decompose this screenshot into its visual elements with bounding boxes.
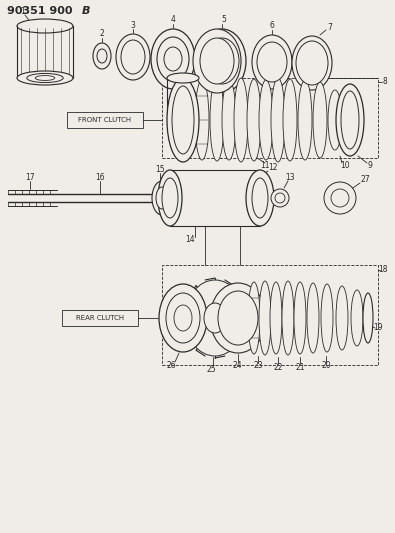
Text: 8: 8: [383, 77, 387, 86]
Text: 17: 17: [25, 174, 35, 182]
Ellipse shape: [259, 281, 271, 355]
Ellipse shape: [283, 79, 297, 161]
Ellipse shape: [27, 74, 63, 83]
Text: 11: 11: [260, 161, 270, 171]
Ellipse shape: [162, 178, 178, 218]
Ellipse shape: [257, 42, 287, 82]
Text: 20: 20: [321, 361, 331, 370]
Text: REAR CLUTCH: REAR CLUTCH: [76, 315, 124, 321]
Ellipse shape: [331, 189, 349, 207]
Ellipse shape: [35, 76, 55, 80]
Ellipse shape: [200, 38, 234, 84]
Ellipse shape: [158, 170, 182, 226]
Ellipse shape: [198, 29, 246, 93]
Text: B: B: [82, 6, 90, 16]
Text: 22: 22: [273, 362, 283, 372]
Ellipse shape: [246, 170, 274, 226]
Ellipse shape: [252, 178, 268, 218]
Ellipse shape: [259, 80, 273, 160]
Ellipse shape: [166, 293, 200, 343]
Ellipse shape: [204, 303, 226, 333]
Text: 23: 23: [253, 361, 263, 370]
Ellipse shape: [195, 80, 209, 160]
Ellipse shape: [17, 71, 73, 85]
Text: 18: 18: [378, 265, 388, 274]
Ellipse shape: [222, 80, 236, 160]
Ellipse shape: [210, 283, 266, 353]
Text: 19: 19: [373, 324, 383, 333]
Ellipse shape: [307, 283, 319, 353]
Text: 21: 21: [295, 362, 305, 372]
Ellipse shape: [336, 286, 348, 350]
Ellipse shape: [185, 280, 245, 356]
Ellipse shape: [341, 91, 359, 149]
Ellipse shape: [172, 86, 194, 154]
Ellipse shape: [351, 290, 363, 346]
Ellipse shape: [313, 82, 327, 158]
Ellipse shape: [234, 78, 248, 162]
Text: 13: 13: [285, 174, 295, 182]
Ellipse shape: [156, 187, 168, 209]
Ellipse shape: [205, 38, 239, 84]
Text: FRONT CLUTCH: FRONT CLUTCH: [79, 117, 132, 123]
Ellipse shape: [174, 305, 192, 331]
Bar: [162, 78, 378, 158]
Text: 12: 12: [268, 164, 278, 173]
Ellipse shape: [97, 49, 107, 63]
Ellipse shape: [271, 78, 285, 162]
Text: 16: 16: [95, 174, 105, 182]
Text: 6: 6: [269, 21, 275, 30]
Ellipse shape: [294, 282, 306, 354]
Bar: [162, 265, 378, 365]
Text: 5: 5: [222, 15, 226, 25]
Text: 14: 14: [185, 236, 195, 245]
Text: 25: 25: [206, 365, 216, 374]
Ellipse shape: [328, 90, 342, 150]
Text: 10: 10: [340, 161, 350, 171]
Ellipse shape: [271, 189, 289, 207]
Ellipse shape: [93, 43, 111, 69]
Ellipse shape: [324, 182, 356, 214]
Ellipse shape: [321, 284, 333, 352]
Text: 90351 900: 90351 900: [7, 6, 76, 16]
Text: 9: 9: [368, 161, 372, 171]
Ellipse shape: [275, 193, 285, 203]
Ellipse shape: [248, 282, 260, 354]
Ellipse shape: [164, 47, 182, 71]
Text: 4: 4: [171, 15, 175, 25]
Ellipse shape: [298, 80, 312, 160]
Ellipse shape: [292, 36, 332, 90]
Ellipse shape: [247, 79, 261, 161]
Ellipse shape: [121, 40, 145, 74]
Bar: [62, 310, 138, 326]
Text: 26: 26: [166, 360, 176, 369]
Ellipse shape: [152, 181, 172, 215]
Ellipse shape: [193, 29, 241, 93]
Ellipse shape: [296, 41, 328, 85]
Text: 7: 7: [327, 22, 333, 31]
Ellipse shape: [252, 35, 292, 89]
Ellipse shape: [167, 73, 199, 83]
Ellipse shape: [210, 79, 224, 161]
Ellipse shape: [282, 281, 294, 355]
Text: 24: 24: [232, 360, 242, 369]
Ellipse shape: [151, 29, 195, 89]
Ellipse shape: [336, 84, 364, 156]
Text: 27: 27: [360, 175, 370, 184]
Text: 2: 2: [100, 29, 104, 38]
Ellipse shape: [159, 284, 207, 352]
Ellipse shape: [270, 282, 282, 354]
Ellipse shape: [363, 293, 373, 343]
Bar: [67, 112, 143, 128]
Text: 15: 15: [155, 166, 165, 174]
Text: 3: 3: [131, 20, 135, 29]
Ellipse shape: [157, 37, 189, 81]
Ellipse shape: [116, 34, 150, 80]
Ellipse shape: [218, 291, 258, 345]
Ellipse shape: [167, 78, 199, 162]
Text: 1: 1: [21, 7, 25, 17]
Ellipse shape: [17, 19, 73, 33]
